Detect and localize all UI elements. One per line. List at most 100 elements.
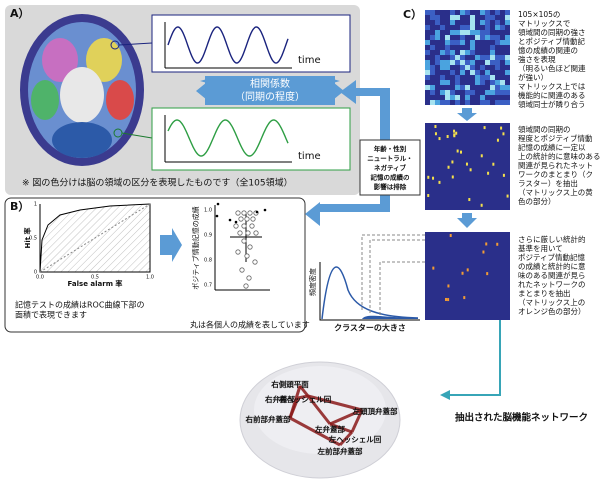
panel-label: A） [10, 7, 30, 20]
wave-box-1 [151, 14, 351, 73]
matrix-cell [460, 35, 465, 40]
cluster-cell [480, 203, 483, 207]
matrix-cell [435, 100, 440, 105]
scatter-y-label: ポジティブ情動記憶の成績 [191, 206, 200, 290]
matrix-cell [495, 80, 500, 85]
matrix-cell [470, 15, 475, 20]
cluster-cell [451, 175, 454, 179]
matrix-cell [450, 55, 455, 60]
node-label: 右弁蓋部 [264, 394, 295, 404]
step-text: 上の統計的に意味のある [518, 151, 600, 161]
cluster-cell [432, 266, 435, 270]
roc-x-tick: 1.0 [146, 275, 154, 281]
network-edge [338, 430, 354, 447]
matrix-cell [455, 30, 460, 35]
matrix-cell [430, 70, 435, 75]
cluster-cell [463, 296, 466, 300]
cluster-cell [480, 154, 483, 158]
roc-x-tick: 0.5 [91, 275, 99, 281]
matrix-cell [470, 50, 475, 55]
step-text: 関連が見られたネット [518, 160, 593, 170]
matrix-cell [475, 30, 480, 35]
matrix-cell [430, 90, 435, 95]
matrix-cell [480, 65, 485, 70]
matrix-cell [450, 70, 455, 75]
matrix-cell [425, 40, 430, 45]
matrix-cell [430, 100, 435, 105]
network-edge [329, 408, 363, 426]
matrix-cell [485, 10, 490, 15]
time-label: time [298, 55, 321, 66]
matrix-cell [485, 15, 490, 20]
scatter-dot [241, 223, 247, 229]
matrix-cell [425, 50, 430, 55]
matrix-cell [450, 50, 455, 55]
matrix-cell [485, 100, 490, 105]
step-text: ポジティブ情動記憶 [518, 252, 586, 262]
step-text: 程度とポジティブ情動 [518, 133, 593, 143]
cluster-cell [502, 173, 505, 177]
covariate-text: 記憶の成績の [371, 173, 411, 182]
matrix-cell [495, 100, 500, 105]
cluster-cell [432, 176, 435, 180]
matrix-cell [465, 85, 470, 90]
matrix-cell [425, 60, 430, 65]
covariate-text: 年齢・性別 [374, 144, 407, 153]
matrix-cell [480, 30, 485, 35]
step-text: 憶の成績の関連の [518, 45, 578, 55]
step-text: 基準を用いて [518, 243, 563, 253]
matrix-cell [465, 25, 470, 30]
scatter-dot [249, 223, 255, 229]
matrix-cell [485, 70, 490, 75]
scatter-dot [237, 230, 243, 236]
step-text: オレンジ色の部分） [518, 306, 586, 316]
matrix-cell [500, 25, 505, 30]
panel-label: B） [10, 200, 29, 213]
matrix-cell [435, 15, 440, 20]
node-label: 左前部弁蓋部 [317, 446, 363, 456]
matrix-cell [460, 85, 465, 90]
matrix-cell [505, 40, 510, 45]
matrix-cell [495, 25, 500, 30]
step-text: 105×105の [518, 10, 560, 19]
matrix-cell [425, 65, 430, 70]
matrix-cell [490, 55, 495, 60]
scatter-dot [253, 230, 259, 236]
roc-point [255, 210, 259, 214]
matrix-cell [485, 55, 490, 60]
scatter-dot [235, 249, 241, 255]
network-edge [288, 397, 300, 419]
step-text: 領域間の同期の強さ [518, 27, 586, 37]
scatter-dot [241, 210, 247, 216]
cluster-cell [500, 126, 503, 130]
matrix-cell [505, 60, 510, 65]
matrix-cell [425, 75, 430, 80]
matrix-cell [435, 55, 440, 60]
matrix-cell [425, 25, 430, 30]
cluster-cell [444, 297, 447, 301]
matrix-cell [430, 45, 435, 50]
matrix-cell [470, 90, 475, 95]
scatter-y-tick: 0.9 [204, 233, 212, 239]
step-text: さらに厳しい統計的 [518, 234, 586, 244]
corr-arrowheads [196, 78, 344, 104]
roc-point [263, 208, 267, 212]
matrix-cell [470, 60, 475, 65]
scatter-y-tick: 0.7 [204, 283, 212, 289]
matrix-cell [480, 75, 485, 80]
matrix-cell [490, 60, 495, 65]
roc-point [228, 218, 232, 222]
panel-label: C） [403, 8, 422, 21]
matrix-cell [480, 10, 485, 15]
matrix-cell [440, 100, 445, 105]
matrix-cell [445, 60, 450, 65]
step-text: 領域間の同期の [518, 124, 571, 134]
matrix-cell [500, 100, 505, 105]
matrix-cell [485, 25, 490, 30]
cluster-cell [461, 271, 464, 275]
matrix-cell [450, 30, 455, 35]
matrix-cell [460, 40, 465, 45]
step-text: （マトリックス上の黄 [518, 187, 593, 197]
matrix-cell [505, 90, 510, 95]
matrix-cell [430, 35, 435, 40]
